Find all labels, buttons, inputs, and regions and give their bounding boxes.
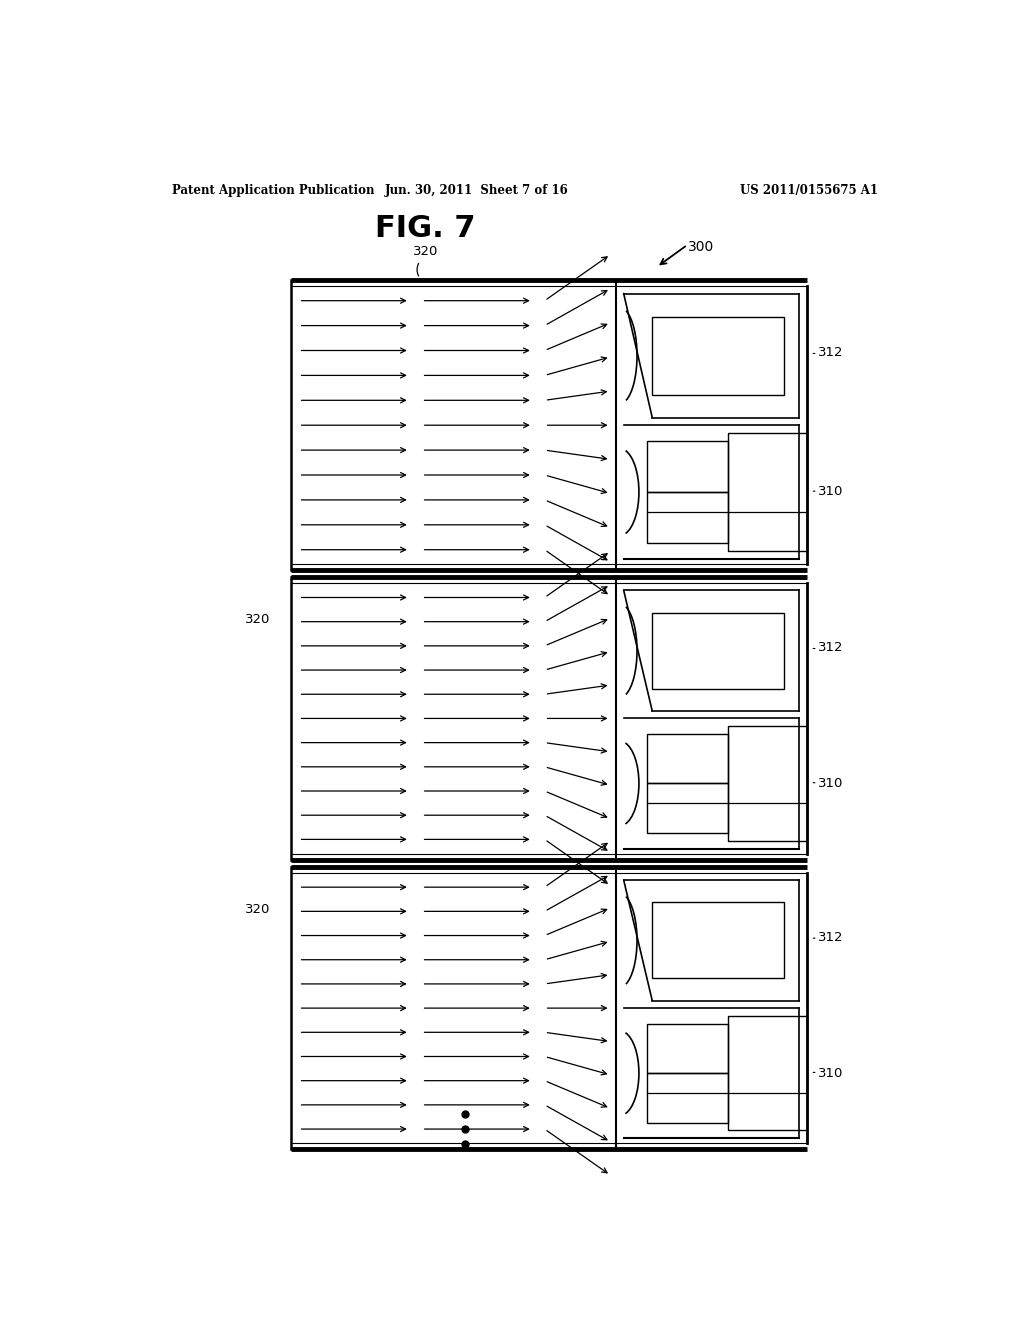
Text: 312: 312 [818,931,844,944]
Text: 320: 320 [413,246,438,257]
Text: 312: 312 [818,346,844,359]
Bar [652,612,783,689]
Text: 320: 320 [246,612,270,626]
Bar [646,1024,728,1073]
Bar [646,441,728,492]
Text: 300: 300 [687,240,714,253]
Bar [646,784,728,833]
Text: US 2011/0155675 A1: US 2011/0155675 A1 [740,183,878,197]
Text: Jun. 30, 2011  Sheet 7 of 16: Jun. 30, 2011 Sheet 7 of 16 [385,183,569,197]
Bar [652,317,783,395]
Text: 320: 320 [246,903,270,916]
Text: Patent Application Publication: Patent Application Publication [172,183,374,197]
Text: FIG. 7: FIG. 7 [376,214,476,243]
Bar [728,1016,807,1130]
Bar [728,433,807,550]
Text: 310: 310 [818,1067,844,1080]
Bar [646,1073,728,1122]
Text: 312: 312 [818,642,844,655]
Text: 310: 310 [818,777,844,789]
Text: 310: 310 [818,486,844,499]
Bar [728,726,807,841]
Bar [646,492,728,543]
Bar [652,903,783,978]
Bar [646,734,728,784]
